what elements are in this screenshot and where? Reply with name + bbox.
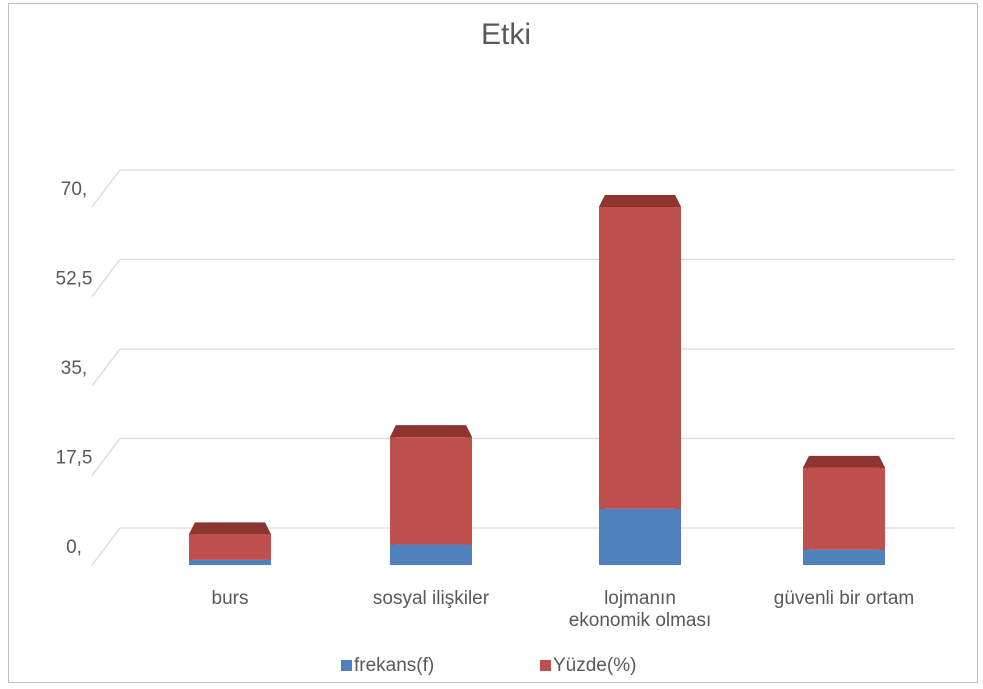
- x-tick-label: sosyal ilişkiler: [373, 588, 490, 609]
- chart-title: Etki: [481, 18, 531, 51]
- x-tick-label: burs: [212, 588, 249, 609]
- gridline-side: [91, 348, 121, 387]
- x-tick-label: ekonomik olması: [569, 610, 712, 631]
- x-tick-label: güvenli bir ortam: [774, 588, 914, 609]
- bar-frekans: [390, 544, 472, 565]
- legend-swatch: [540, 660, 551, 671]
- bar-yuzde: [803, 467, 885, 550]
- y-tick-label: 52,5: [56, 269, 93, 290]
- bar-yuzde: [390, 437, 472, 545]
- bar-top: [803, 455, 885, 468]
- y-axis-ticks: 0, 17,5 35, 52,5 70,: [56, 179, 93, 558]
- bar-yuzde: [189, 534, 271, 560]
- x-tick-label: lojmanın: [604, 588, 676, 609]
- y-tick-label: 0,: [66, 537, 82, 558]
- bar-top: [599, 195, 681, 207]
- legend-label: Yüzde(%): [553, 655, 636, 676]
- legend-label: frekans(f): [354, 655, 434, 676]
- gridline-side: [91, 169, 121, 208]
- y-tick-label: 35,: [61, 358, 87, 379]
- y-tick-label: 70,: [61, 179, 87, 200]
- y-tick-label: 17,5: [56, 448, 93, 469]
- bar-yuzde: [599, 207, 681, 509]
- legend: frekans(f) Yüzde(%): [341, 655, 636, 676]
- bar-frekans: [189, 559, 271, 565]
- gridline-side: [91, 527, 121, 566]
- legend-swatch: [341, 660, 352, 671]
- gridline-side: [91, 438, 121, 476]
- bar-frekans: [803, 549, 885, 565]
- bar-frekans: [599, 508, 681, 565]
- bar-top: [189, 522, 271, 535]
- gridline-side: [91, 259, 121, 297]
- bars: [189, 195, 885, 565]
- chart-frame: [8, 3, 978, 683]
- bar-top: [390, 425, 472, 438]
